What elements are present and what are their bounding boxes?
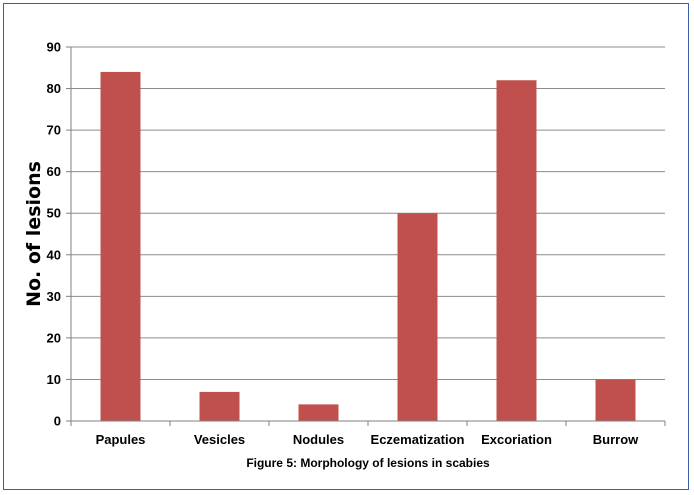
y-tick-label: 90 [47, 40, 61, 55]
x-axis-ticks: Papules Vesicles Nodules Eczematization Exco… [70, 421, 666, 447]
bars [100, 71, 636, 421]
x-tick-label: Papules [96, 432, 146, 447]
x-tick-label: Nodules [293, 432, 344, 447]
bar-chart: 0 10 20 30 40 50 60 70 80 90 Papules Vesicles Nodul… [23, 40, 666, 470]
y-tick-label: 0 [54, 414, 61, 429]
bar-burrow [595, 379, 636, 421]
y-axis-label: No. of lesions [23, 161, 45, 307]
bar-nodules [298, 404, 339, 421]
grid-lines [71, 46, 665, 380]
y-tick-label: 30 [47, 289, 61, 304]
bar-excoriation [496, 80, 537, 421]
bar-eczematization [397, 213, 438, 421]
figure-frame: 0 10 20 30 40 50 60 70 80 90 Papules Vesicles Nodul… [3, 3, 689, 490]
y-tick-label: 50 [47, 206, 61, 221]
y-tick-label: 70 [47, 123, 61, 138]
y-axis-ticks: 0 10 20 30 40 50 60 70 80 90 [47, 40, 71, 429]
bar-vesicles [199, 391, 240, 421]
x-tick-label: Burrow [593, 432, 639, 447]
y-tick-label: 10 [47, 372, 61, 387]
y-tick-label: 60 [47, 164, 61, 179]
x-tick-label: Vesicles [194, 432, 245, 447]
x-tick-label: Eczematization [371, 432, 465, 447]
y-tick-label: 40 [47, 247, 61, 262]
y-tick-label: 20 [47, 330, 61, 345]
bar-papules [100, 71, 141, 421]
figure-caption: Figure 5: Morphology of lesions in scabi… [246, 456, 490, 470]
x-tick-label: Excoriation [481, 432, 552, 447]
y-tick-label: 80 [47, 81, 61, 96]
